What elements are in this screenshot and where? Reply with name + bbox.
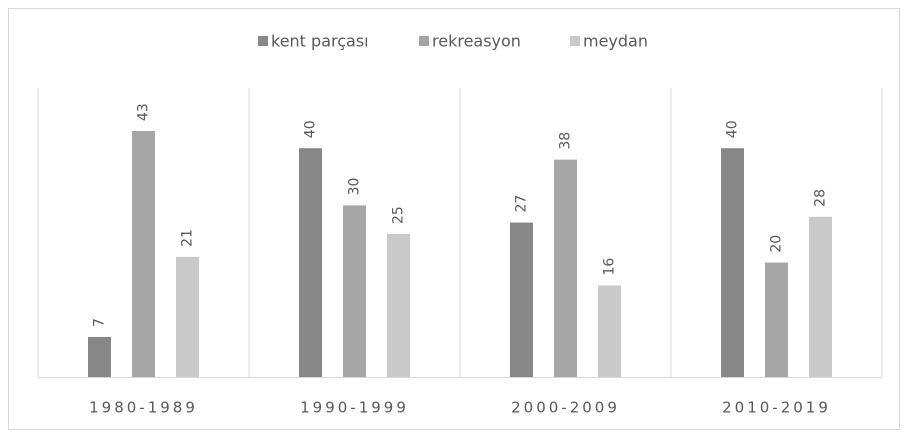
value-label: 27 <box>514 195 530 213</box>
value-label: 7 <box>92 318 108 327</box>
value-label: 20 <box>769 235 785 253</box>
value-label: 25 <box>391 206 407 224</box>
bar <box>176 256 199 377</box>
legend-label: rekreasyon <box>432 32 521 51</box>
value-label: 16 <box>602 258 618 276</box>
bar <box>765 262 788 377</box>
bar <box>88 336 111 377</box>
x-tick-label: 1990-1999 <box>300 399 409 417</box>
legend-label: kent parçası <box>271 32 369 51</box>
bar <box>554 159 577 377</box>
bar <box>721 148 744 377</box>
legend-swatch <box>419 36 429 46</box>
legend-swatch <box>570 36 580 46</box>
legend-label: meydan <box>583 32 648 51</box>
bar <box>299 148 322 377</box>
value-label: 40 <box>725 120 741 138</box>
value-label: 21 <box>180 229 196 247</box>
value-label: 30 <box>347 178 363 196</box>
x-tick-label: 2010-2019 <box>722 399 831 417</box>
chart-frame <box>8 8 900 430</box>
x-tick-label: 1980-1989 <box>89 399 198 417</box>
bar <box>132 131 155 377</box>
value-label: 43 <box>136 103 152 121</box>
value-label: 40 <box>303 120 319 138</box>
bar <box>343 205 366 377</box>
bar <box>598 285 621 377</box>
value-label: 38 <box>558 132 574 150</box>
bar <box>387 234 410 377</box>
value-label: 28 <box>813 189 829 207</box>
bar <box>809 216 832 377</box>
bar <box>510 222 533 377</box>
legend-swatch <box>258 36 268 46</box>
x-tick-label: 2000-2009 <box>511 399 620 417</box>
